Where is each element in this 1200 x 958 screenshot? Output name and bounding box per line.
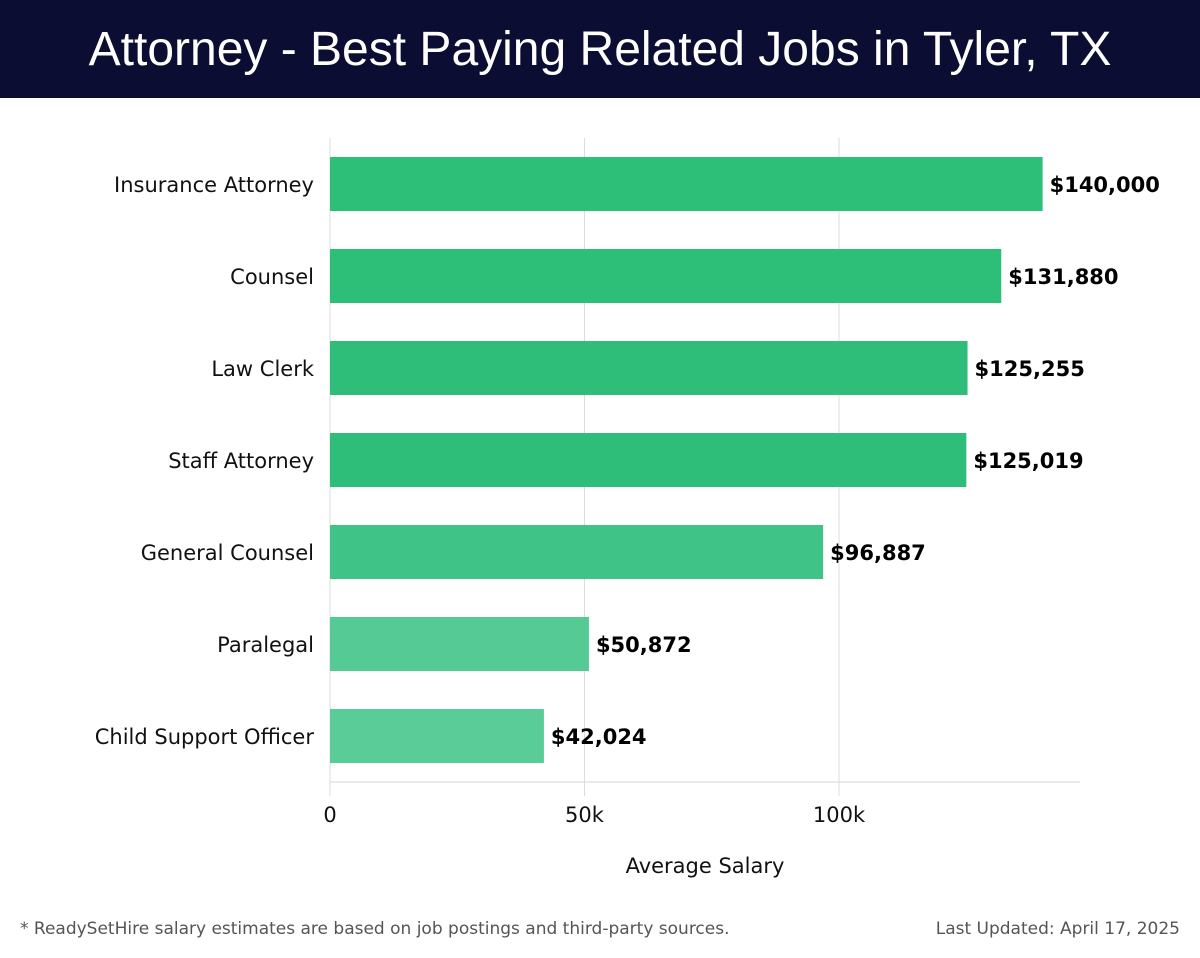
bar (330, 433, 967, 487)
category-label: Child Support Officer (95, 725, 315, 749)
chart-title: Attorney - Best Paying Related Jobs in T… (0, 0, 1200, 98)
bar (330, 341, 968, 395)
footer-note: * ReadySetHire salary estimates are base… (20, 919, 730, 939)
category-label: General Counsel (141, 541, 314, 565)
value-label: $125,255 (975, 357, 1085, 381)
value-label: $42,024 (551, 725, 647, 749)
value-label: $96,887 (830, 541, 926, 565)
bar (330, 709, 544, 763)
category-label: Counsel (230, 265, 314, 289)
value-label: $131,880 (1008, 265, 1118, 289)
value-label: $50,872 (596, 633, 692, 657)
bar (330, 617, 589, 671)
category-label: Law Clerk (211, 357, 314, 381)
bar (330, 525, 824, 579)
value-label: $125,019 (973, 449, 1083, 473)
category-label: Insurance Attorney (114, 173, 314, 197)
category-label: Paralegal (217, 633, 314, 657)
x-tick-label: 100k (813, 803, 866, 827)
bar (330, 249, 1002, 303)
bar (330, 157, 1043, 211)
x-tick-label: 0 (323, 803, 336, 827)
category-label: Staff Attorney (168, 449, 314, 473)
value-label: $140,000 (1050, 173, 1160, 197)
x-tick-label: 50k (565, 803, 605, 827)
x-axis-label: Average Salary (626, 854, 785, 878)
last-updated: Last Updated: April 17, 2025 (935, 919, 1180, 939)
